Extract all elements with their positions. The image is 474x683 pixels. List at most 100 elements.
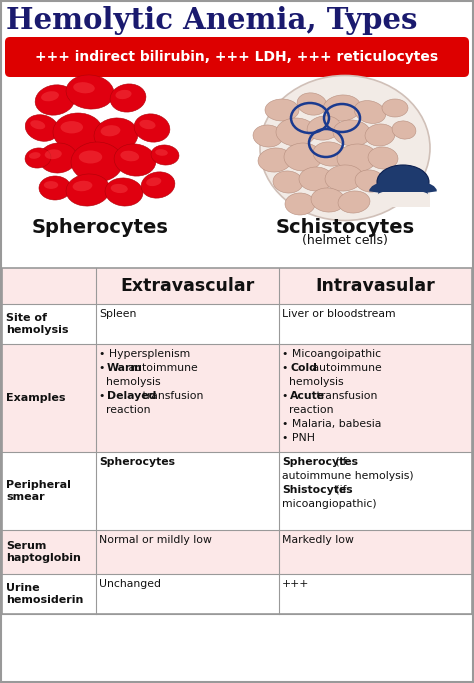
Ellipse shape [313, 142, 347, 166]
Bar [2, 344, 472, 452]
Text: (helmet cells): (helmet cells) [302, 234, 388, 247]
Ellipse shape [114, 144, 156, 176]
Text: autoimmune: autoimmune [125, 363, 198, 373]
Ellipse shape [365, 124, 395, 146]
Ellipse shape [253, 125, 283, 147]
Ellipse shape [73, 181, 92, 191]
Text: hemolysis: hemolysis [283, 377, 344, 387]
Ellipse shape [44, 181, 58, 189]
Ellipse shape [382, 169, 408, 187]
Text: +++: +++ [283, 579, 310, 589]
Text: Spherocytes: Spherocytes [32, 218, 168, 237]
Text: transfusion: transfusion [313, 391, 377, 401]
Bar [2, 304, 472, 344]
Ellipse shape [392, 121, 416, 139]
Text: • Micoangoipathic: • Micoangoipathic [283, 349, 382, 359]
Bar [2, 268, 472, 304]
Ellipse shape [285, 193, 315, 215]
Text: (if: (if [332, 457, 346, 467]
Text: Acute: Acute [291, 391, 326, 401]
Ellipse shape [41, 92, 59, 101]
Ellipse shape [265, 99, 299, 121]
Text: micoangiopathic): micoangiopathic) [283, 499, 377, 509]
Bar [2, 452, 472, 530]
Text: Spherocytes: Spherocytes [99, 457, 175, 467]
Text: +++ indirect bilirubin, +++ LDH, +++ reticulocytes: +++ indirect bilirubin, +++ LDH, +++ ret… [36, 50, 438, 64]
Ellipse shape [333, 120, 371, 146]
Ellipse shape [100, 125, 120, 137]
Text: Examples: Examples [6, 393, 65, 403]
Ellipse shape [354, 100, 386, 124]
Ellipse shape [94, 118, 138, 152]
Text: Markedly low: Markedly low [283, 535, 354, 545]
Ellipse shape [273, 171, 303, 193]
Bar [376, 192, 430, 207]
Text: Schistocytes: Schistocytes [275, 218, 415, 237]
Text: Intravasular: Intravasular [316, 277, 436, 295]
Ellipse shape [155, 149, 168, 156]
Ellipse shape [110, 84, 146, 112]
Text: Cold: Cold [291, 363, 317, 373]
Text: •: • [99, 363, 109, 373]
Ellipse shape [39, 143, 77, 173]
Text: •: • [283, 363, 292, 373]
Ellipse shape [325, 165, 363, 191]
Text: • PNH: • PNH [283, 433, 315, 443]
FancyBboxPatch shape [5, 37, 469, 77]
Text: Unchanged: Unchanged [99, 579, 161, 589]
Ellipse shape [116, 90, 132, 99]
Text: Urine
hemosiderin: Urine hemosiderin [6, 583, 83, 605]
Text: reaction: reaction [99, 405, 151, 415]
Ellipse shape [134, 114, 170, 142]
Text: Serum
haptoglobin: Serum haptoglobin [6, 541, 81, 563]
Ellipse shape [151, 145, 179, 165]
Text: Spherocytes: Spherocytes [283, 457, 358, 467]
Text: Shistocytes: Shistocytes [283, 485, 353, 495]
Ellipse shape [258, 148, 292, 172]
Ellipse shape [73, 82, 95, 94]
Ellipse shape [29, 152, 41, 159]
Ellipse shape [30, 120, 45, 129]
Text: • Malaria, babesia: • Malaria, babesia [283, 419, 382, 429]
Ellipse shape [139, 120, 155, 129]
Ellipse shape [53, 113, 103, 151]
Ellipse shape [284, 143, 322, 171]
Text: Liver or bloodstream: Liver or bloodstream [283, 309, 396, 319]
Ellipse shape [111, 184, 128, 193]
Bar [2, 574, 472, 614]
Ellipse shape [66, 75, 114, 109]
Text: (if: (if [332, 485, 346, 495]
Text: •: • [99, 391, 109, 401]
Ellipse shape [25, 148, 51, 168]
Ellipse shape [79, 150, 102, 163]
Ellipse shape [71, 142, 123, 182]
Ellipse shape [105, 178, 143, 206]
Ellipse shape [141, 172, 175, 198]
Ellipse shape [368, 147, 398, 169]
Text: Delayed: Delayed [107, 391, 156, 401]
Bar [2, 530, 472, 574]
Text: Hemolytic Anemia, Types: Hemolytic Anemia, Types [6, 6, 418, 35]
Ellipse shape [377, 165, 429, 199]
Ellipse shape [25, 115, 59, 141]
Text: autoimmune hemolysis): autoimmune hemolysis) [283, 471, 414, 481]
Text: reaction: reaction [283, 405, 334, 415]
Text: Warm: Warm [107, 363, 143, 373]
Ellipse shape [39, 176, 71, 200]
Text: transfusion: transfusion [139, 391, 203, 401]
Ellipse shape [120, 151, 139, 161]
Text: hemolysis: hemolysis [99, 377, 161, 387]
Ellipse shape [61, 121, 83, 133]
Text: Normal or mildly low: Normal or mildly low [99, 535, 212, 545]
Ellipse shape [146, 178, 161, 186]
Ellipse shape [307, 116, 341, 140]
Ellipse shape [35, 85, 75, 115]
Ellipse shape [382, 99, 408, 117]
Ellipse shape [337, 144, 377, 172]
Ellipse shape [355, 170, 385, 192]
Text: Site of
hemolysis: Site of hemolysis [6, 313, 69, 335]
Text: Extravascular: Extravascular [120, 277, 255, 295]
Text: autoimmune: autoimmune [309, 363, 381, 373]
Text: • Hypersplenism: • Hypersplenism [99, 349, 190, 359]
Ellipse shape [311, 188, 345, 212]
